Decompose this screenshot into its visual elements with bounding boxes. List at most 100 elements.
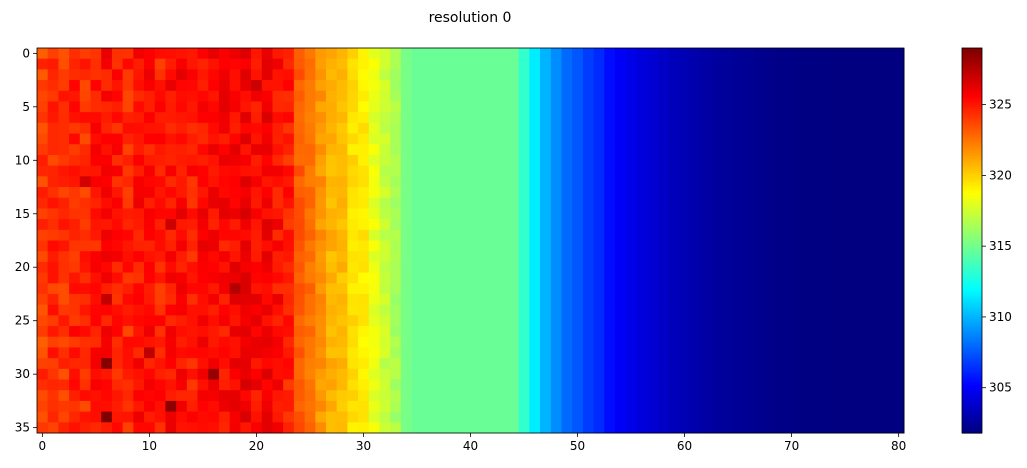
heatmap-cell: [872, 80, 883, 91]
heatmap-cell: [840, 166, 851, 177]
heatmap-cell: [369, 326, 380, 337]
heatmap-cell: [422, 262, 433, 273]
heatmap-cell: [187, 241, 198, 252]
heatmap-cell: [112, 155, 123, 166]
heatmap-cell: [240, 358, 251, 369]
heatmap-cell: [840, 48, 851, 59]
heatmap-cell: [187, 219, 198, 230]
heatmap-cell: [358, 101, 369, 112]
heatmap-cell: [294, 401, 305, 412]
heatmap-cell: [743, 337, 754, 348]
heatmap-cell: [722, 358, 733, 369]
heatmap-cell: [240, 91, 251, 102]
heatmap-cell: [840, 412, 851, 423]
heatmap-cell: [487, 219, 498, 230]
heatmap-cell: [850, 412, 861, 423]
heatmap-cell: [305, 390, 316, 401]
heatmap-cell: [754, 273, 765, 284]
heatmap-cell: [48, 380, 59, 391]
heatmap-cell: [358, 112, 369, 123]
heatmap-cell: [658, 230, 669, 241]
heatmap-cell: [390, 91, 401, 102]
heatmap-cell: [572, 422, 583, 433]
heatmap-cell: [155, 144, 166, 155]
heatmap-cell: [519, 273, 530, 284]
heatmap-cell: [155, 80, 166, 91]
heatmap-cell: [101, 230, 112, 241]
heatmap-cell: [240, 412, 251, 423]
heatmap-cell: [347, 134, 358, 145]
heatmap-cell: [840, 358, 851, 369]
heatmap-cell: [476, 187, 487, 198]
heatmap-cell: [155, 155, 166, 166]
heatmap-cell: [369, 251, 380, 262]
heatmap-cell: [240, 144, 251, 155]
heatmap-cell: [658, 155, 669, 166]
heatmap-cell: [176, 241, 187, 252]
heatmap-cell: [401, 347, 412, 358]
heatmap-cell: [497, 422, 508, 433]
heatmap-cell: [208, 422, 219, 433]
heatmap-cell: [711, 412, 722, 423]
heatmap-cell: [647, 422, 658, 433]
heatmap-cell: [754, 123, 765, 134]
heatmap-cell: [380, 412, 391, 423]
heatmap-cell: [283, 369, 294, 380]
heatmap-cell: [433, 48, 444, 59]
heatmap-cell: [893, 69, 904, 80]
heatmap-cell: [315, 48, 326, 59]
heatmap-cell: [454, 80, 465, 91]
heatmap-cell: [262, 241, 273, 252]
heatmap-cell: [272, 315, 283, 326]
heatmap-cell: [818, 315, 829, 326]
heatmap-cell: [165, 134, 176, 145]
heatmap-cell: [540, 251, 551, 262]
heatmap-cell: [733, 412, 744, 423]
heatmap-cell: [272, 59, 283, 70]
heatmap-cell: [305, 69, 316, 80]
heatmap-cell: [572, 315, 583, 326]
heatmap-cell: [594, 273, 605, 284]
heatmap-cell: [818, 326, 829, 337]
heatmap-cell: [519, 166, 530, 177]
heatmap-cell: [850, 347, 861, 358]
heatmap-cell: [390, 412, 401, 423]
heatmap-cell: [358, 390, 369, 401]
heatmap-cell: [101, 176, 112, 187]
heatmap-cell: [765, 358, 776, 369]
heatmap-cell: [776, 422, 787, 433]
heatmap-cell: [262, 412, 273, 423]
heatmap-cell: [198, 326, 209, 337]
heatmap-cell: [305, 369, 316, 380]
heatmap-cell: [679, 358, 690, 369]
heatmap-cell: [198, 262, 209, 273]
heatmap-cell: [508, 380, 519, 391]
heatmap-cell: [315, 380, 326, 391]
heatmap-cell: [454, 112, 465, 123]
heatmap-cell: [540, 380, 551, 391]
heatmap-cell: [883, 294, 894, 305]
heatmap-cell: [262, 315, 273, 326]
heatmap-cell: [487, 187, 498, 198]
heatmap-cell: [422, 390, 433, 401]
heatmap-cell: [369, 208, 380, 219]
heatmap-cell: [251, 187, 262, 198]
heatmap-cell: [465, 358, 476, 369]
heatmap-cell: [165, 337, 176, 348]
heatmap-cell: [636, 273, 647, 284]
heatmap-cell: [872, 358, 883, 369]
heatmap-cell: [572, 80, 583, 91]
heatmap-cell: [58, 144, 69, 155]
heatmap-cell: [465, 134, 476, 145]
heatmap-cell: [840, 347, 851, 358]
heatmap-cell: [37, 91, 48, 102]
heatmap-cell: [315, 134, 326, 145]
heatmap-cell: [669, 283, 680, 294]
heatmap-cell: [561, 422, 572, 433]
heatmap-cell: [337, 401, 348, 412]
heatmap-cell: [176, 380, 187, 391]
heatmap-cell: [818, 176, 829, 187]
heatmap-cell: [722, 155, 733, 166]
heatmap-cell: [797, 219, 808, 230]
heatmap-cell: [315, 91, 326, 102]
